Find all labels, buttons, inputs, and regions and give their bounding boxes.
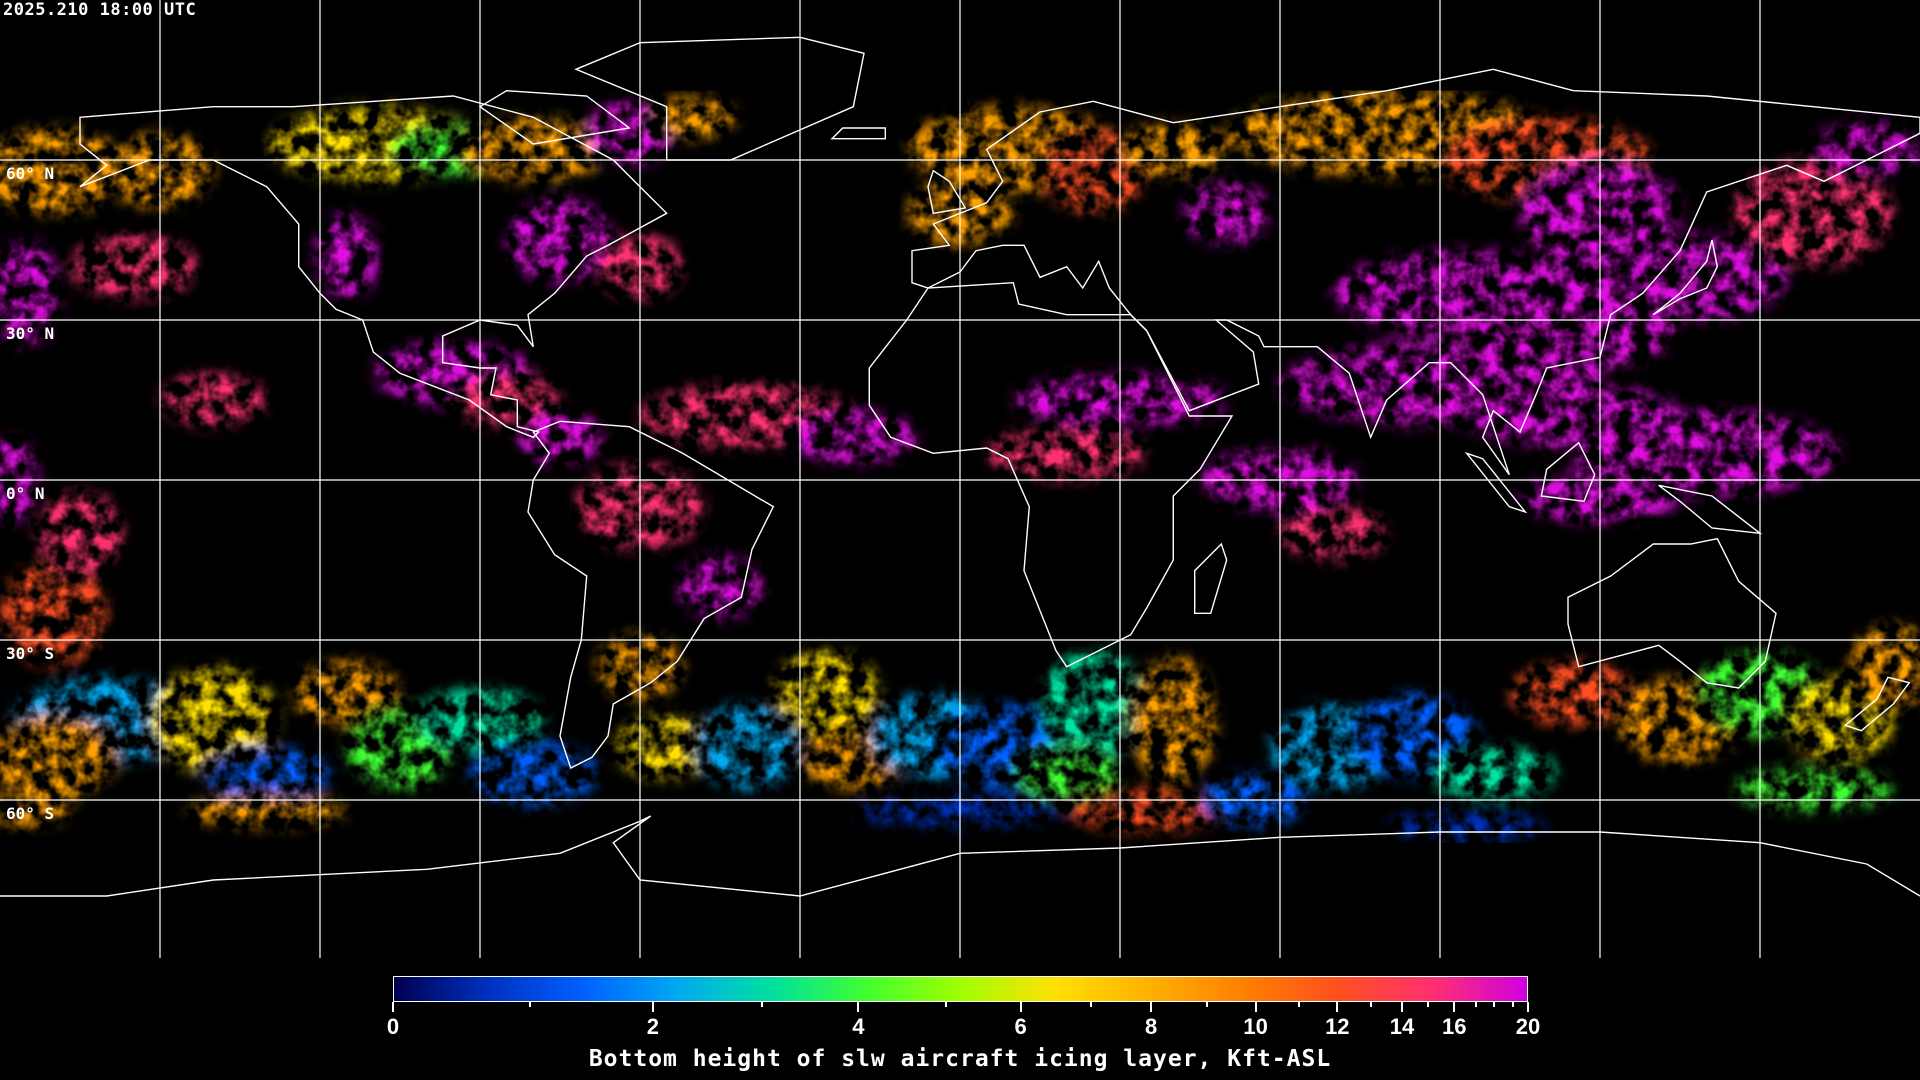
colorbar-minor-tick: [1297, 1002, 1300, 1007]
colorbar: [393, 976, 1528, 1002]
icing-cloud-area: [202, 746, 331, 800]
icing-cloud-area: [650, 96, 736, 139]
colorbar-minor-tick: [1512, 1002, 1515, 1007]
colorbar-minor-tick: [1090, 1002, 1093, 1007]
coastline-japan: [1652, 239, 1719, 316]
coastline-baffin: [478, 89, 632, 145]
graticule: [0, 0, 1920, 958]
icing-cloud-area: [586, 101, 672, 166]
colorbar-minor-tick: [1205, 1002, 1208, 1007]
icing-cloud-area: [160, 373, 267, 427]
coastline-new-zealand: [1843, 676, 1911, 732]
colorbar-major-tick: [1336, 1002, 1339, 1012]
colorbar-tick-label: 12: [1325, 1014, 1350, 1039]
colorbar-tick-label: 2: [646, 1014, 660, 1039]
colorbar-major-tick: [1254, 1002, 1257, 1012]
icing-cloud-area: [458, 117, 608, 182]
colorbar-tick-label: 16: [1441, 1014, 1467, 1039]
icing-cloud-area: [1013, 746, 1120, 800]
icing-field: [0, 90, 1920, 843]
coastline-south-america: [527, 420, 775, 769]
colorbar-minor-tick: [1427, 1002, 1430, 1007]
icing-cloud-area: [517, 410, 603, 465]
colorbar-major-tick: [1019, 1002, 1022, 1012]
icing-map: [0, 0, 1920, 958]
icing-cloud-area: [186, 794, 347, 827]
coastline-eurasia: [911, 68, 1920, 476]
icing-cloud-area: [1733, 768, 1894, 811]
colorbar-major-tick: [1150, 1002, 1153, 1012]
icing-cloud-area: [1120, 122, 1227, 176]
lat-label-30n: 30° N: [6, 324, 55, 343]
coastline-north-america: [79, 95, 668, 439]
icing-cloud-area: [1040, 650, 1147, 758]
coastline-antarctica: [0, 815, 1920, 897]
coastline-africa: [868, 281, 1234, 668]
colorbar-ticks: 0 2 4 6 8 10 12 14 16 20: [387, 1002, 1540, 1042]
colorbar-tick-label: 10: [1243, 1014, 1268, 1039]
icing-cloud-area: [149, 666, 278, 774]
colorbar-minor-tick: [944, 1002, 947, 1007]
icing-cloud-area: [69, 234, 198, 299]
icing-cloud-area: [0, 714, 118, 800]
colorbar-minor-tick: [760, 1002, 763, 1007]
icing-cloud-area: [37, 490, 123, 576]
lat-label-60n: 60° N: [6, 164, 55, 183]
colorbar-tick-label: 20: [1515, 1014, 1541, 1039]
coastline-borneo: [1540, 441, 1596, 503]
colorbar-major-tick: [1401, 1002, 1403, 1012]
colorbar-minor-tick: [1370, 1002, 1373, 1007]
colorbar-major-tick: [651, 1002, 654, 1012]
icing-cloud-area: [693, 704, 801, 790]
lat-label-30s: 30° S: [6, 644, 55, 663]
coastline-sumatra: [1464, 451, 1528, 514]
timestamp: 2025.210 18:00 UTC: [3, 0, 197, 20]
icing-cloud-area: [1429, 746, 1558, 800]
icing-cloud-area: [1626, 234, 1787, 320]
icing-cloud-area: [0, 128, 128, 214]
icing-cloud-area: [1280, 506, 1387, 560]
icing-cloud-area: [1386, 810, 1547, 843]
icing-cloud-area: [1130, 656, 1217, 784]
icing-cloud-area: [1509, 661, 1638, 726]
colorbar-tick-label: 8: [1145, 1014, 1158, 1039]
icing-cloud-area: [789, 410, 918, 465]
coastline-new-guinea: [1658, 484, 1763, 535]
colorbar-major-tick: [1527, 1002, 1529, 1012]
icing-cloud-area: [506, 197, 614, 283]
icing-cloud-area: [1813, 122, 1920, 176]
icing-cloud-area: [1184, 181, 1270, 246]
colorbar-minor-tick: [1474, 1002, 1477, 1007]
colorbar-major-tick: [392, 1002, 394, 1012]
coastline-madagascar: [1194, 542, 1228, 614]
colorbar-minor-tick: [1492, 1002, 1495, 1007]
colorbar-tick-label: 4: [852, 1014, 865, 1039]
icing-cloud-area: [1850, 624, 1920, 710]
icing-cloud-area: [0, 794, 70, 827]
colorbar-major-tick: [857, 1002, 860, 1012]
colorbar-tick-label: 6: [1014, 1014, 1027, 1039]
coastline-iceland: [830, 127, 886, 140]
icing-cloud-area: [1733, 160, 1894, 267]
colorbar-tick-label: 0: [386, 1014, 400, 1039]
colorbar-tick-label: 14: [1389, 1014, 1415, 1039]
icing-cloud-area: [677, 554, 763, 619]
icing-cloud-area: [773, 650, 881, 736]
icing-cloud-area: [314, 213, 379, 299]
icing-cloud-area: [469, 741, 598, 806]
lat-label-60s: 60° S: [6, 804, 55, 823]
colorbar-major-tick: [1453, 1002, 1456, 1012]
colorbar-minor-tick: [529, 1002, 532, 1007]
colorbar-title: Bottom height of slw aircraft icing laye…: [588, 1046, 1332, 1072]
coastlines: [0, 36, 1920, 897]
coastline-australia: [1567, 537, 1777, 689]
lat-label-0n: 0° N: [6, 484, 45, 503]
icing-cloud-area: [986, 426, 1147, 481]
